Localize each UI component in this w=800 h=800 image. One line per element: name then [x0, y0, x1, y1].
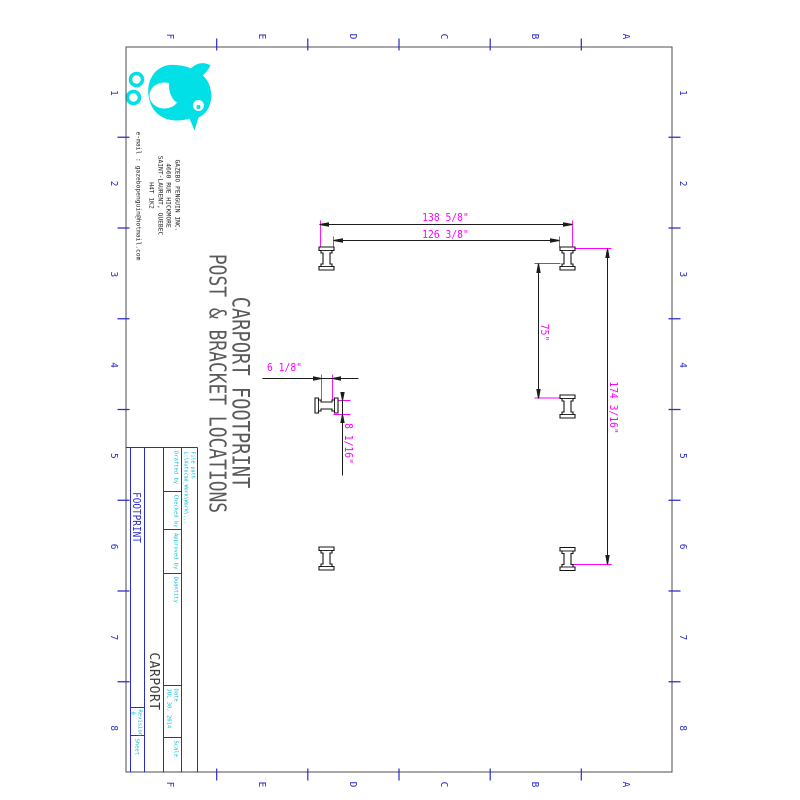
- zone-letter: C: [438, 33, 449, 40]
- title-block-grid: [126, 446, 199, 772]
- zone-letter: D: [346, 33, 358, 40]
- dim-line-length-side: [605, 247, 611, 565]
- zone-number: 3: [108, 271, 119, 278]
- dim-text-span-mid: 75": [538, 323, 551, 342]
- dim-text-length-side: 174 3/16": [607, 381, 620, 434]
- zone-number: 4: [677, 362, 688, 368]
- dim-text-offset-small: 6 1/8": [267, 361, 302, 374]
- zone-letter: B: [529, 781, 541, 788]
- revision-value: 0: [129, 711, 136, 715]
- zone-letter: E: [255, 781, 267, 788]
- dim-line-offset-small: [263, 375, 359, 381]
- company-address: GAZEBO PENGUIN INC. 4660 RUE HICKMORE SA…: [133, 131, 181, 261]
- company-name: GAZEBO PENGUIN INC.: [173, 159, 181, 232]
- date-value: JUL 30, 2014: [165, 688, 172, 729]
- zone-letter: C: [438, 781, 449, 788]
- zone-number: 1: [108, 90, 119, 96]
- checked-by-label: Checked by: [173, 494, 179, 528]
- zone-letter: A: [620, 33, 632, 40]
- company-city: SAINT-LAURENT, QUEBEC: [156, 155, 164, 236]
- penguin-logo-icon: [126, 63, 212, 131]
- drawing-linework: [118, 38, 681, 780]
- file-path-value: L:\Autocad_Work\Work\...: [182, 451, 189, 524]
- revision-label: Revision: [136, 709, 143, 737]
- zone-number: 5: [108, 453, 119, 459]
- post-bracket: [559, 393, 577, 419]
- company-street: 4660 RUE HICKMORE: [164, 163, 172, 228]
- zone-letter: F: [164, 33, 176, 40]
- dim-text-offset-bracket: 8 1/16": [342, 423, 355, 464]
- dim-line-span-mid: [536, 262, 542, 399]
- zone-number: 2: [677, 180, 688, 187]
- drawing-sheet: A B C D E F A B C D E F 1 2 3 4 5 6 7 8 …: [108, 34, 688, 788]
- zone-number: 1: [677, 90, 688, 96]
- drawing-title-line1: CARPORT FOOTPRINT: [226, 296, 255, 489]
- zone-number: 6: [108, 543, 119, 550]
- zone-number: 6: [677, 543, 688, 550]
- company-postal: H4T 1K2: [147, 182, 155, 209]
- post-bracket: [318, 545, 336, 571]
- post-bracket: [559, 245, 577, 271]
- dim-line-offset-bracket: [340, 391, 346, 475]
- sheet-label: Sheet: [133, 738, 140, 756]
- project-title: CARPORT: [146, 652, 161, 711]
- zone-number: 5: [677, 453, 688, 459]
- extension-lines: [320, 220, 612, 565]
- dim-text-width-inner: 126 3/8": [422, 228, 469, 241]
- post-bracket: [314, 396, 340, 414]
- company-email: e-mail : gazebopenguin@hotmail.com: [134, 131, 142, 261]
- drawing-title-line2: POST & BRACKET LOCATIONS: [203, 253, 230, 514]
- zone-letter: E: [255, 33, 267, 40]
- zone-ticks-left: [216, 38, 583, 50]
- zone-number: 7: [677, 634, 688, 641]
- scale-label: Scale: [173, 740, 179, 758]
- zone-number: 2: [108, 180, 119, 187]
- drafted-by-label: Drafted by: [173, 451, 179, 485]
- approved-by-label: Approved by: [173, 533, 179, 570]
- zone-ticks-bottom: [118, 136, 130, 682]
- dim-line-width-inner: [333, 237, 561, 243]
- dim-line-width-outer: [319, 221, 574, 227]
- zone-number: 3: [677, 271, 688, 278]
- zone-number: 7: [108, 634, 119, 641]
- date-label: Date: [173, 688, 179, 702]
- zone-letter: D: [346, 781, 358, 788]
- zone-letter: F: [164, 781, 176, 788]
- zone-number: 8: [108, 725, 119, 731]
- dim-text-width-outer: 138 5/8": [422, 211, 469, 224]
- zone-ticks-right: [216, 768, 583, 780]
- zone-letter: B: [529, 33, 541, 40]
- zone-number: 8: [677, 725, 688, 731]
- file-path-label: File path: [189, 451, 196, 479]
- part-title: FOOTPRINT: [130, 492, 143, 543]
- zone-number: 4: [108, 362, 119, 368]
- zone-ticks-top: [669, 136, 681, 682]
- post-bracket: [559, 546, 577, 571]
- zone-letter: A: [620, 781, 632, 788]
- post-bracket: [318, 245, 336, 271]
- quantity-label: Quantity: [173, 576, 179, 604]
